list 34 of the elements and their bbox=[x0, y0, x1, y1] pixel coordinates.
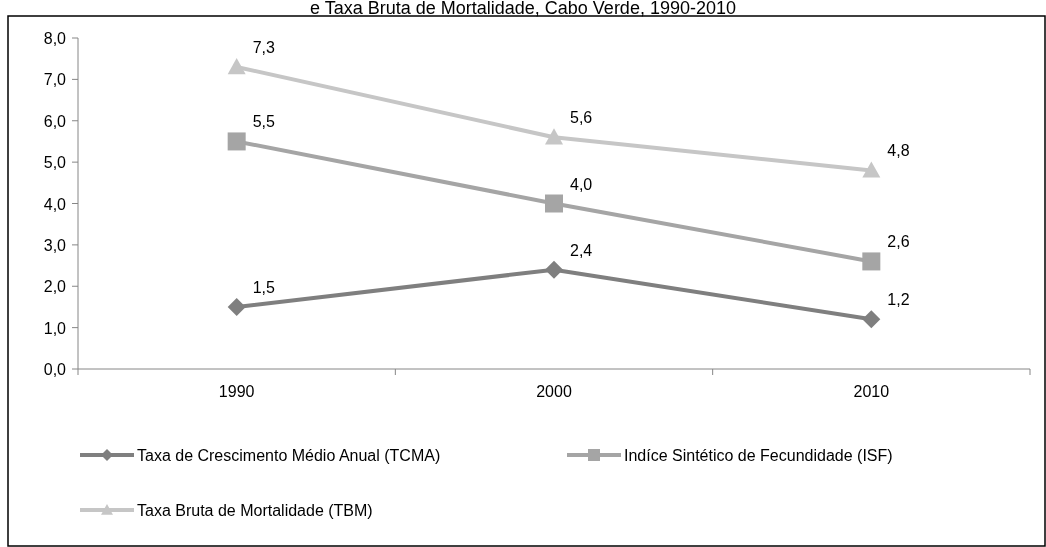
data-label: 1,5 bbox=[252, 278, 276, 296]
y-tick-label: 7,0 bbox=[43, 71, 67, 89]
point bbox=[227, 297, 246, 316]
data-label: 7,3 bbox=[252, 38, 276, 56]
data-label: 5,6 bbox=[570, 109, 593, 127]
legend-label: Taxa de Crescimento Médio Anual (TCMA) bbox=[137, 447, 441, 464]
data-label: 2,6 bbox=[887, 233, 910, 251]
y-tick-label: 0,0 bbox=[43, 361, 67, 378]
y-tick-label: 5,0 bbox=[43, 154, 67, 172]
x-tick-label: 1990 bbox=[218, 383, 255, 400]
y-tick-label: 3,0 bbox=[43, 236, 67, 254]
data-label: 5,5 bbox=[252, 113, 276, 131]
y-tick-label: 1,0 bbox=[43, 319, 67, 337]
legend-label: Taxa Bruta de Mortalidade (TBM) bbox=[137, 502, 373, 519]
data-label: 1,2 bbox=[887, 291, 910, 309]
point bbox=[862, 252, 881, 271]
point bbox=[545, 194, 563, 213]
point bbox=[545, 260, 563, 279]
point bbox=[862, 310, 881, 329]
data-label: 4,0 bbox=[570, 175, 593, 193]
y-tick-label: 8,0 bbox=[43, 30, 67, 47]
y-tick-label: 2,0 bbox=[43, 278, 67, 296]
data-label: 2,4 bbox=[570, 241, 593, 259]
point bbox=[227, 57, 246, 75]
legend-label: Indíce Sintético de Fecundidade (ISF) bbox=[624, 447, 893, 464]
y-tick-label: 4,0 bbox=[43, 195, 67, 213]
point bbox=[227, 132, 246, 151]
x-tick-label: 2000 bbox=[536, 383, 572, 400]
point bbox=[545, 128, 563, 145]
chart-title: e Taxa Bruta de Mortalidade, Cabo Verde, 1990-2010 bbox=[310, 0, 736, 18]
y-tick-label: 6,0 bbox=[43, 112, 67, 130]
x-tick-label: 2010 bbox=[853, 383, 890, 400]
point bbox=[862, 161, 881, 178]
data-label: 4,8 bbox=[887, 142, 910, 160]
